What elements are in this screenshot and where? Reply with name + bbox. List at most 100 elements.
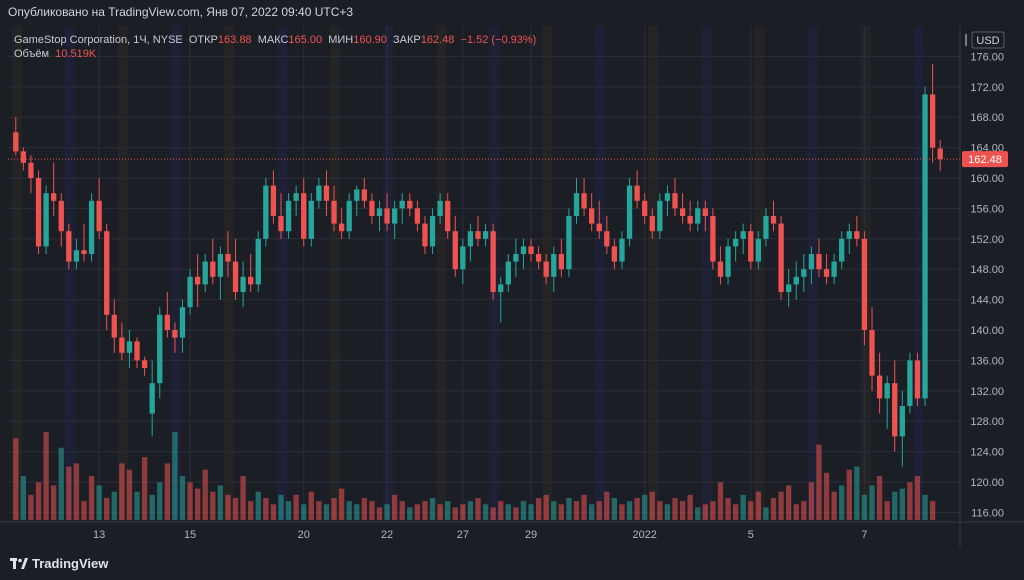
candle-body xyxy=(831,261,837,277)
volume-bar xyxy=(35,482,42,520)
volume-bar xyxy=(467,501,474,520)
candle-body xyxy=(558,254,565,270)
candle-body xyxy=(293,193,299,201)
volume-bar xyxy=(725,498,731,520)
low-value: 160.90 xyxy=(353,34,387,46)
candle-body xyxy=(172,330,178,338)
low-label: МИН xyxy=(328,34,354,46)
volume-bar xyxy=(498,501,504,520)
volume-bar xyxy=(293,494,299,520)
candle-body xyxy=(338,223,345,232)
candle-body xyxy=(43,193,49,247)
candle-body xyxy=(475,231,481,239)
currency-box xyxy=(971,31,1005,49)
candle-body xyxy=(778,223,784,292)
candle-body xyxy=(149,383,155,414)
volume-bar xyxy=(513,507,519,520)
candle-body xyxy=(452,231,458,270)
volume-bar xyxy=(770,498,777,520)
session-band xyxy=(65,26,75,520)
candle-body xyxy=(846,231,852,239)
candle-body xyxy=(126,341,133,353)
candle-body xyxy=(407,200,413,209)
session-band xyxy=(701,26,712,520)
volume-bar xyxy=(73,463,80,520)
volume-bar xyxy=(854,466,860,520)
top-bar: Опубликовано на TradingView.com, Янв 07,… xyxy=(0,0,1024,24)
session-band xyxy=(12,26,22,520)
volume-bar xyxy=(384,504,390,520)
candle-body xyxy=(104,231,110,315)
volume-bar xyxy=(51,485,57,520)
volume-bar xyxy=(20,476,27,520)
session-band xyxy=(754,26,765,520)
symbol-label[interactable]: GameStop Corporation, 1Ч, NYSE xyxy=(14,34,183,46)
volume-bar xyxy=(119,463,125,520)
volume-bar xyxy=(157,482,163,520)
candle-body xyxy=(157,314,163,384)
volume-bar xyxy=(316,501,322,520)
volume-bar xyxy=(248,501,254,520)
currency-label: USD xyxy=(976,35,999,47)
volume-bar xyxy=(376,507,383,520)
session-band xyxy=(118,26,128,520)
candle-body xyxy=(445,200,451,232)
chart-legend: GameStop Corporation, 1Ч, NYSE ОТКР163.8… xyxy=(14,32,536,48)
y-tick-label: 124.00 xyxy=(970,447,1004,459)
volume-bar xyxy=(611,498,618,520)
candle-body xyxy=(376,208,383,216)
volume-bar xyxy=(445,501,451,520)
volume-bar xyxy=(43,432,49,520)
volume-bar xyxy=(604,491,610,520)
candle-body xyxy=(179,307,186,338)
volume-bar xyxy=(695,507,701,520)
x-tick-label: 29 xyxy=(525,529,537,541)
volume-bar xyxy=(202,469,208,520)
volume-bar xyxy=(596,501,602,520)
candle-body xyxy=(755,238,762,262)
volume-bar xyxy=(649,491,655,520)
volume-bar xyxy=(240,476,246,520)
volume-bar xyxy=(346,501,352,520)
volume-bar xyxy=(217,485,224,520)
candle-body xyxy=(248,276,254,285)
candle-body xyxy=(657,200,663,232)
candle-body xyxy=(119,337,125,353)
candle-body xyxy=(604,231,610,247)
candle-body xyxy=(801,269,807,277)
candle-body xyxy=(414,208,421,224)
volume-bar xyxy=(301,504,307,520)
candle-body xyxy=(58,200,64,232)
volume-legend: Объём 10.519K xyxy=(14,48,96,60)
volume-bar xyxy=(429,498,436,520)
candle-body xyxy=(194,276,201,285)
volume-bar xyxy=(861,494,868,520)
volume-bar xyxy=(831,491,837,520)
published-caption: Опубликовано на TradingView.com, Янв 07,… xyxy=(8,5,354,19)
tradingview-brand[interactable]: TradingView xyxy=(10,556,108,571)
volume-bar xyxy=(187,482,193,520)
volume-bar xyxy=(687,494,693,520)
volume-bar xyxy=(619,504,625,520)
candle-body xyxy=(573,193,580,216)
volume-bar xyxy=(528,504,534,520)
volume-bar xyxy=(391,494,398,520)
candle-body xyxy=(134,341,140,361)
candle-body xyxy=(490,231,496,292)
candle-body xyxy=(786,284,792,292)
candle-body xyxy=(816,254,822,270)
volume-bar xyxy=(452,507,458,520)
volume-bar xyxy=(642,494,648,520)
candle-body xyxy=(717,261,724,277)
candle-body xyxy=(346,200,352,232)
volume-bar xyxy=(634,498,640,520)
candle-body xyxy=(263,185,269,239)
candle-body xyxy=(839,238,845,262)
volume-bar xyxy=(263,498,269,520)
candle-body xyxy=(81,250,87,254)
candle-body xyxy=(422,223,428,247)
volume-bar xyxy=(929,501,936,520)
volume-bar xyxy=(414,504,421,520)
session-band xyxy=(224,26,235,520)
